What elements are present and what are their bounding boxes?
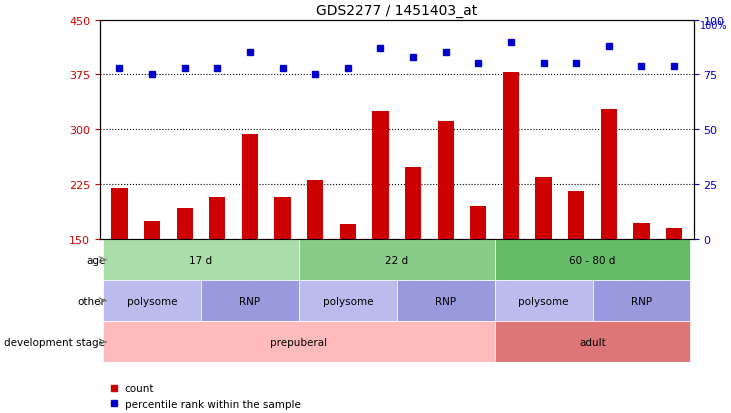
Bar	[299, 240, 495, 280]
Text: 100%: 100%	[700, 21, 727, 31]
Bar	[470, 206, 487, 240]
Bar	[307, 181, 323, 240]
Legend: count, percentile rank within the sample: count, percentile rank within the sample	[105, 379, 305, 413]
Bar	[438, 121, 454, 240]
Bar	[593, 280, 690, 321]
Title: GDS2277 / 1451403_at: GDS2277 / 1451403_at	[316, 4, 477, 18]
Bar	[340, 225, 356, 240]
Text: adult: adult	[579, 337, 606, 347]
Bar	[405, 168, 421, 240]
Bar	[535, 178, 552, 240]
Bar	[242, 135, 258, 240]
Text: age: age	[86, 255, 105, 265]
Bar	[495, 321, 690, 363]
Text: RNP: RNP	[239, 296, 260, 306]
Bar	[274, 198, 291, 240]
Bar	[601, 109, 617, 240]
Bar	[201, 280, 299, 321]
Text: 60 - 80 d: 60 - 80 d	[569, 255, 616, 265]
Text: 17 d: 17 d	[189, 255, 213, 265]
Text: polysome: polysome	[322, 296, 373, 306]
Bar	[633, 223, 650, 240]
Bar	[397, 280, 495, 321]
Bar	[103, 240, 299, 280]
Bar	[495, 240, 690, 280]
Bar	[144, 221, 160, 240]
Bar	[372, 112, 389, 240]
Bar	[666, 228, 682, 240]
Bar	[209, 198, 225, 240]
Bar	[299, 280, 397, 321]
Text: other: other	[77, 296, 105, 306]
Text: RNP: RNP	[435, 296, 456, 306]
Text: polysome: polysome	[518, 296, 569, 306]
Text: 22 d: 22 d	[385, 255, 409, 265]
Bar	[103, 280, 201, 321]
Text: RNP: RNP	[631, 296, 652, 306]
Bar	[111, 188, 128, 240]
Text: prepuberal: prepuberal	[270, 337, 327, 347]
Bar	[568, 192, 584, 240]
Bar	[503, 73, 519, 240]
Text: polysome: polysome	[126, 296, 178, 306]
Text: development stage: development stage	[4, 337, 105, 347]
Bar	[177, 209, 193, 240]
Bar	[103, 321, 495, 363]
Bar	[495, 280, 593, 321]
